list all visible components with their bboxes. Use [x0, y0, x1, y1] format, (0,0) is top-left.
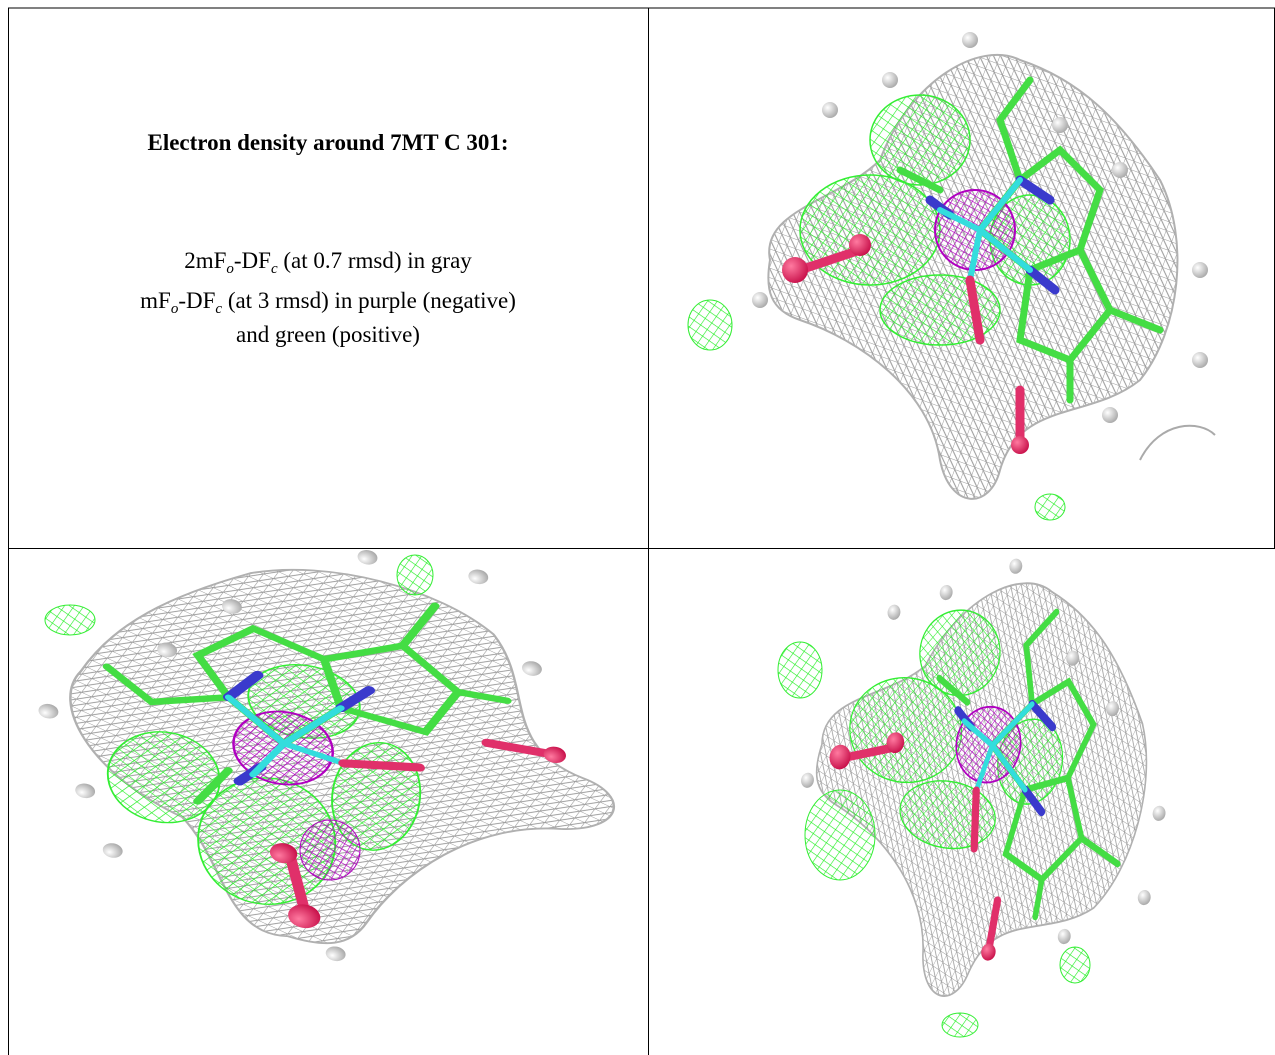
density-view-bottom-left — [5, 499, 651, 1005]
legend-text: 2mF — [184, 248, 226, 273]
subscript: o — [226, 261, 234, 277]
caption-title: Electron density around 7MT C 301: — [8, 130, 648, 156]
legend-text: (at 0.7 rmsd) in gray — [278, 248, 472, 273]
density-view-top-right — [688, 32, 1215, 520]
page: {"caption": { "title": "Electron density… — [0, 0, 1275, 1055]
density-view-bottom-right — [768, 528, 1204, 1037]
subscript: c — [271, 261, 278, 277]
legend-text: -DF — [234, 248, 271, 273]
figure — [0, 0, 1275, 1055]
legend-text: mF — [140, 288, 171, 313]
legend-text: -DF — [178, 288, 215, 313]
legend-line: mFo-DFc (at 3 rmsd) in purple (negative) — [8, 288, 648, 314]
legend-line: 2mFo-DFc (at 0.7 rmsd) in gray — [8, 248, 648, 274]
legend-text: (at 3 rmsd) in purple (negative) — [222, 288, 516, 313]
legend-line: and green (positive) — [8, 322, 648, 348]
legend-text: and green (positive) — [236, 322, 420, 347]
